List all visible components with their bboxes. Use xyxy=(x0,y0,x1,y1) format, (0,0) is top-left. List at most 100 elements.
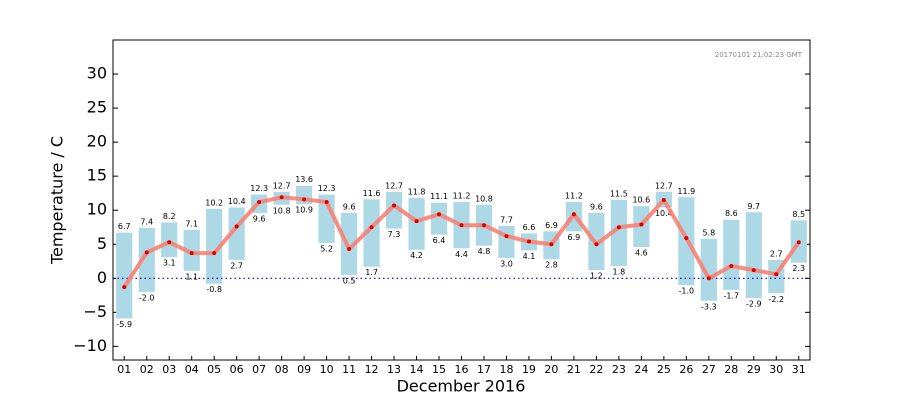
x-tick-label: 15 xyxy=(432,363,446,376)
x-tick-label: 24 xyxy=(634,363,648,376)
x-tick-label: 14 xyxy=(410,363,424,376)
high-label: 8.5 xyxy=(792,210,805,219)
x-tick-label: 27 xyxy=(702,363,716,376)
x-tick-label: 19 xyxy=(522,363,536,376)
mean-point xyxy=(392,203,397,208)
x-tick-label: 12 xyxy=(365,363,379,376)
high-label: 13.6 xyxy=(295,175,313,184)
y-axis-label: Temperature / C xyxy=(48,136,67,265)
mean-point xyxy=(526,239,531,244)
x-tick-label: 03 xyxy=(162,363,176,376)
mean-point xyxy=(437,212,442,217)
x-tick-label: 01 xyxy=(117,363,131,376)
x-tick-label: 13 xyxy=(387,363,401,376)
x-tick-label: 22 xyxy=(589,363,603,376)
low-label: -1.7 xyxy=(724,291,740,300)
low-label: 10.9 xyxy=(295,206,313,215)
mean-point xyxy=(257,200,262,205)
low-label: 2.3 xyxy=(792,264,805,273)
high-label: 6.7 xyxy=(118,222,131,231)
y-tick-label: 0 xyxy=(97,268,107,287)
bar xyxy=(138,227,155,292)
high-label: 6.6 xyxy=(523,223,536,232)
bar xyxy=(363,199,380,267)
mean-point xyxy=(481,223,486,228)
low-label: -3.3 xyxy=(701,302,717,311)
high-label: 10.2 xyxy=(205,198,223,207)
y-tick-label: 30 xyxy=(87,64,107,83)
low-label: 1.2 xyxy=(590,272,603,281)
mean-point xyxy=(347,247,352,252)
bar xyxy=(183,229,200,271)
low-label: 4.4 xyxy=(455,250,468,259)
bar xyxy=(340,212,358,275)
high-label: 7.4 xyxy=(140,217,153,226)
low-label: 9.6 xyxy=(253,214,266,223)
bar xyxy=(430,202,448,235)
mean-point xyxy=(684,236,689,241)
high-label: 12.7 xyxy=(655,181,673,190)
x-tick-label: 20 xyxy=(544,363,558,376)
mean-point xyxy=(234,224,239,229)
high-label: 12.7 xyxy=(273,181,291,190)
y-tick-label: 15 xyxy=(87,166,107,185)
high-label: 9.6 xyxy=(343,202,356,211)
x-tick-label: 21 xyxy=(567,363,581,376)
low-label: 1.1 xyxy=(185,272,198,281)
low-label: 0.5 xyxy=(343,276,356,285)
x-tick-label: 31 xyxy=(792,363,806,376)
high-label: 12.3 xyxy=(250,184,268,193)
high-label: 11.6 xyxy=(363,189,381,198)
high-label: 9.6 xyxy=(590,202,603,211)
high-label: 10.4 xyxy=(228,197,246,206)
mean-point xyxy=(639,222,644,227)
x-tick-label: 04 xyxy=(185,363,199,376)
mean-point xyxy=(594,242,599,247)
bar xyxy=(498,225,515,258)
x-tick-label: 30 xyxy=(769,363,783,376)
low-label: -2.9 xyxy=(746,300,762,309)
high-label: 9.7 xyxy=(747,202,760,211)
timestamp: 20170101 21:02:23 GMT xyxy=(715,51,803,59)
mean-point xyxy=(414,219,419,224)
bar xyxy=(610,200,627,267)
mean-point xyxy=(571,212,576,217)
bar xyxy=(723,219,740,290)
high-label: 7.7 xyxy=(500,215,513,224)
low-label: -1.0 xyxy=(679,287,695,296)
mean-point xyxy=(661,198,666,202)
mean-point xyxy=(751,268,756,273)
high-label: 2.7 xyxy=(770,249,783,258)
low-label: 4.6 xyxy=(635,248,648,257)
y-tick-label: 20 xyxy=(87,132,107,151)
low-label: 6.9 xyxy=(568,233,581,242)
mean-point xyxy=(189,251,194,256)
low-label: 5.2 xyxy=(320,244,333,253)
mean-point xyxy=(796,240,801,245)
x-tick-label: 09 xyxy=(297,363,311,376)
low-label: -2.2 xyxy=(768,295,784,304)
plot-frame xyxy=(112,39,811,361)
high-label: 12.3 xyxy=(318,184,336,193)
x-tick-label: 08 xyxy=(275,363,289,376)
low-label: 4.2 xyxy=(410,251,423,260)
high-label: 8.2 xyxy=(163,212,176,221)
high-label: 11.2 xyxy=(453,192,471,201)
x-tick-label: 16 xyxy=(455,363,469,376)
high-label: 11.1 xyxy=(430,192,448,201)
mean-point xyxy=(706,276,711,281)
bar xyxy=(633,206,650,247)
low-label: -0.8 xyxy=(206,285,222,294)
y-tick-label: −10 xyxy=(73,336,107,355)
x-tick-label: 25 xyxy=(657,363,671,376)
mean-point xyxy=(279,195,284,200)
high-label: 10.6 xyxy=(632,196,650,205)
x-tick-label: 17 xyxy=(477,363,491,376)
low-label: 6.4 xyxy=(433,236,446,245)
high-label: 10.8 xyxy=(475,194,493,203)
mean-point xyxy=(729,264,734,269)
bar xyxy=(745,212,762,299)
mean-point xyxy=(459,223,464,228)
x-tick-label: 28 xyxy=(724,363,738,376)
